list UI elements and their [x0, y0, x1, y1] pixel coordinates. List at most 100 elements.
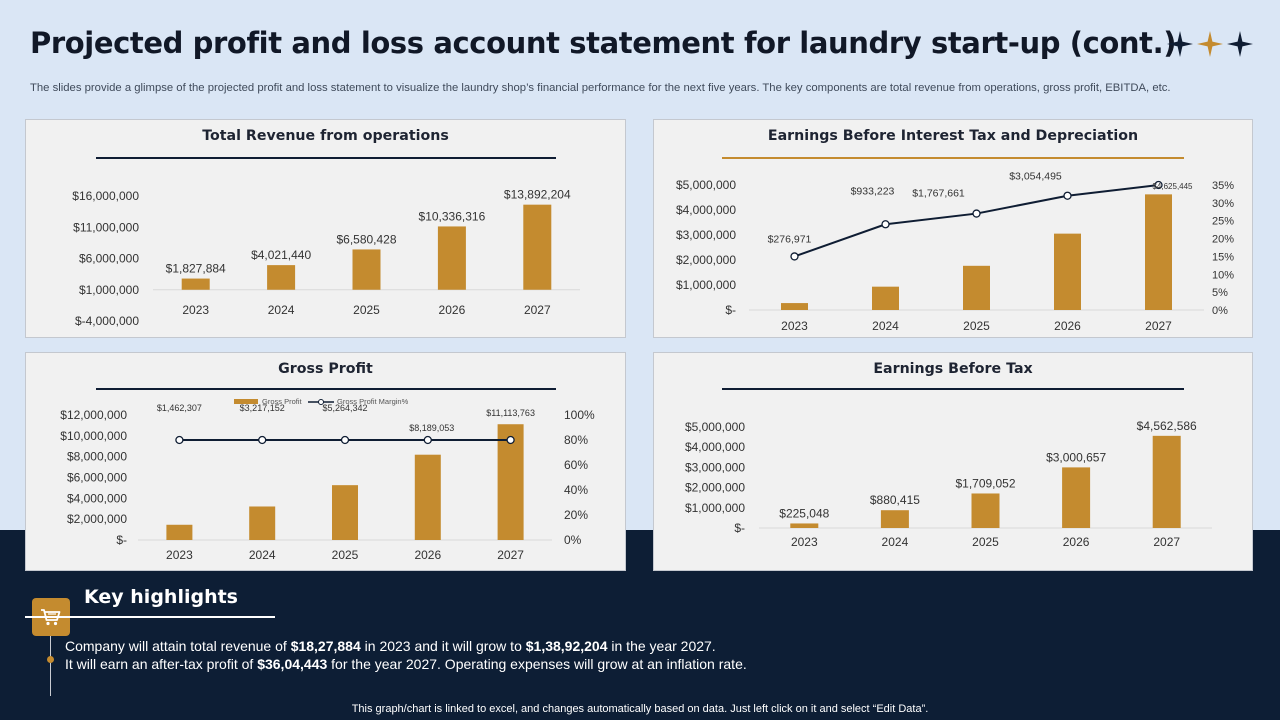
y2-tick-label: 0% [1212, 305, 1228, 317]
line-point [506, 435, 515, 445]
highlights-rule [25, 616, 275, 618]
gross-profit-chart-plot: $12,000,000 $10,000,000 $8,000,000 $6,000,0… [60, 397, 595, 562]
highlight-1-text-c: in the year 2027. [607, 638, 716, 654]
x-tick-label: 2026 [414, 548, 441, 562]
line-point [1154, 180, 1163, 190]
highlights-title: Key highlights [84, 586, 238, 608]
x-tick-label: 2027 [524, 303, 551, 317]
revenue-chart-title: Total Revenue from operations [202, 128, 449, 144]
y-tick-label: $2,000,000 [676, 253, 736, 267]
highlight-2-profit-2027: $36,04,443 [257, 656, 328, 672]
bar-2026 [1054, 233, 1081, 310]
x-tick-label: 2023 [791, 535, 818, 549]
line-point [881, 220, 890, 229]
ebitda-chart-title: Earnings Before Interest Tax and Depreci… [767, 128, 1139, 144]
page-subtitle: The slides provide a glimpse of the proj… [30, 82, 1171, 94]
x-tick-label: 2027 [1145, 319, 1172, 333]
bar-data-label: $1,709,052 [955, 476, 1015, 490]
y-tick-label: $2,000,000 [67, 512, 127, 526]
legend-marker [318, 399, 324, 405]
bar-2025 [971, 493, 1000, 528]
y2-tick-label: 25% [1212, 216, 1234, 228]
bar-2023 [781, 303, 808, 310]
y2-tick-label: 15% [1212, 251, 1234, 263]
bar-2026 [1062, 467, 1091, 528]
highlights-timeline-dot [47, 656, 54, 663]
ebt-chart-plot: $5,000,000 $4,000,000 $3,000,000 $2,000,000… [685, 419, 1212, 549]
bar-2025 [352, 249, 381, 290]
line-point [258, 435, 267, 445]
highlights-timeline-line [50, 636, 51, 696]
x-tick-label: 2026 [439, 303, 466, 317]
y-tick-label: $11,000,000 [73, 220, 139, 234]
gross-profit-chart-title: Gross Profit [278, 361, 373, 377]
bar-data-label: $3,000,657 [1046, 450, 1106, 464]
bar-2026 [437, 226, 466, 290]
y2-tick-label: 80% [564, 433, 588, 447]
x-tick-label: 2024 [249, 548, 276, 562]
bar-data-label: $276,971 [768, 233, 812, 245]
bar-2027 [1145, 194, 1172, 310]
y-tick-label: $12,000,000 [60, 408, 127, 422]
bar-data-label: $3,217,152 [240, 403, 285, 413]
bar-data-label: $933,223 [851, 185, 895, 197]
x-tick-label: 2027 [497, 548, 524, 562]
highlight-line-2: It will earn an after-tax profit of $36,… [65, 656, 747, 672]
y-tick-label: $16,000,000 [72, 189, 139, 203]
bar-2026 [414, 454, 441, 540]
bar-data-label: $3,054,495 [1009, 171, 1062, 183]
highlight-2-text-b: for the year 2027. Operating expenses wi… [327, 656, 747, 672]
y-tick-label: $10,000,000 [60, 429, 127, 443]
y-tick-label: $4,000,000 [676, 203, 736, 217]
y2-tick-label: 35% [1212, 180, 1234, 192]
line-point [790, 252, 799, 261]
y2-tick-label: 5% [1212, 287, 1228, 299]
line-point [972, 209, 981, 218]
bar-2027 [523, 204, 552, 290]
footnote: This graph/chart is linked to excel, and… [351, 703, 929, 715]
ebt-chart-panel: Earnings Before Tax $5,000,000 $4,000,000… [653, 352, 1253, 571]
highlight-line-1: Company will attain total revenue of $18… [65, 638, 716, 654]
line-point [340, 435, 350, 445]
y-tick-label: $2,000,000 [685, 481, 745, 495]
x-tick-label: 2026 [1063, 535, 1090, 549]
x-tick-label: 2025 [972, 535, 999, 549]
line-point [1063, 191, 1072, 200]
bar-data-label: $11,113,763 [486, 408, 535, 418]
x-tick-label: 2024 [882, 535, 909, 549]
line-point [423, 435, 432, 445]
y-tick-label: $- [116, 533, 127, 547]
bar-2027 [1152, 435, 1181, 528]
ebt-title-rule [722, 388, 1184, 390]
highlight-1-text-b: in 2023 and it will grow to [360, 638, 526, 654]
x-tick-label: 2023 [182, 303, 209, 317]
highlight-1-text-a: Company will attain total revenue of [65, 638, 291, 654]
bar-data-label: $6,580,428 [336, 232, 396, 246]
y2-tick-label: 60% [564, 458, 588, 472]
ebitda-title-rule [722, 157, 1184, 159]
page-title: Projected profit and loss account statem… [30, 26, 1177, 60]
bar-data-label: $4,021,440 [251, 248, 311, 262]
bar-2025 [963, 265, 990, 310]
bar-2023 [181, 278, 210, 290]
bar-2024 [880, 510, 909, 528]
legend-swatch-bar [234, 399, 258, 404]
y-tick-label: $1,000,000 [685, 501, 745, 515]
bar-2024 [249, 506, 276, 540]
decorative-stars-icon [1167, 31, 1253, 57]
bar-data-label: $8,189,053 [409, 423, 454, 433]
bar-data-label: $1,462,307 [157, 403, 202, 413]
revenue-title-rule [96, 157, 556, 159]
y-tick-label: $6,000,000 [79, 252, 139, 266]
y-tick-label: $3,000,000 [676, 228, 736, 242]
x-tick-label: 2025 [353, 303, 380, 317]
y-tick-label: $1,000,000 [676, 278, 736, 292]
bar-data-label: $10,336,316 [419, 209, 486, 223]
bar-data-label: $225,048 [779, 506, 829, 520]
bar-2024 [872, 286, 899, 310]
y2-tick-label: 20% [564, 508, 588, 522]
y-tick-label: $1,000,000 [79, 283, 139, 297]
x-tick-label: 2024 [872, 319, 899, 333]
bar-data-label: $13,892,204 [504, 188, 571, 202]
x-tick-label: 2025 [963, 319, 990, 333]
